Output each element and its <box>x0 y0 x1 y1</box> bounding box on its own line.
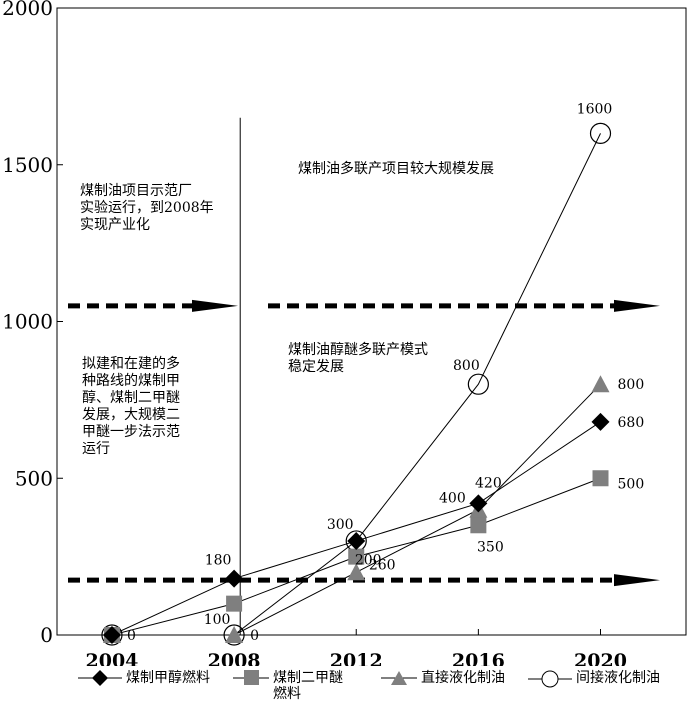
square-point <box>470 517 487 534</box>
legend-item-indirect: 间接液化制油 <box>528 670 660 688</box>
data-label: 300 <box>327 517 354 533</box>
x-tick-label: 2012 <box>330 650 383 666</box>
legend-label-dme: 煤制二甲醚燃料 <box>273 670 343 702</box>
diamond-point <box>469 494 488 513</box>
legend-item-direct: 直接液化制油 <box>381 670 505 686</box>
square-point <box>348 548 365 565</box>
legend-circle-icon <box>528 670 572 688</box>
circle-point <box>101 624 123 646</box>
annotation-large-scale: 煤制油多联产项目较大规模发展 <box>298 161 494 177</box>
annotation-pilot: 煤制油项目示范厂 实验运行，到2008年 实现产业化 <box>80 183 214 233</box>
data-label: 420 <box>475 475 502 491</box>
data-label: 260 <box>369 557 396 573</box>
annotation-stable: 煤制油醇醚多联产模式 稳定发展 <box>288 342 428 375</box>
diamond-point <box>347 531 366 550</box>
data-label: 800 <box>618 377 645 393</box>
triangle-point <box>225 626 244 643</box>
circle-point <box>467 373 489 395</box>
legend-item-methanol: 煤制甲醇燃料 <box>78 670 210 686</box>
square-point <box>226 595 243 612</box>
data-label: 1600 <box>577 101 613 117</box>
legend-label-direct: 直接液化制油 <box>421 670 505 686</box>
legend-label-methanol: 煤制甲醇燃料 <box>126 670 210 686</box>
diamond-point <box>102 626 121 644</box>
legend-triangle-icon <box>381 671 417 685</box>
legend-item-dme: 煤制二甲醚燃料 <box>233 670 343 702</box>
data-label: 800 <box>453 358 480 374</box>
data-label: 0 <box>250 628 259 644</box>
data-label: 200 <box>355 552 382 568</box>
chart-legend: 煤制甲醇燃料 煤制二甲醚燃料 直接液化制油 间接液化制油 <box>0 666 700 706</box>
legend-label-indirect: 间接液化制油 <box>576 670 660 686</box>
y-tick-label: 2000 <box>2 0 53 20</box>
data-label: 500 <box>618 476 645 492</box>
data-label: 680 <box>618 415 645 431</box>
arrow-lower-head <box>614 574 660 587</box>
triangle-point <box>591 375 610 393</box>
y-tick-label: 500 <box>15 466 53 490</box>
series-line-3 <box>111 383 601 636</box>
series-line-1 <box>111 421 601 636</box>
data-label: 180 <box>205 553 232 569</box>
y-tick-label: 1500 <box>2 153 53 177</box>
data-label: 350 <box>477 539 504 555</box>
data-label: 0 <box>127 628 136 644</box>
x-tick-label: 2020 <box>574 650 627 666</box>
circle-point <box>589 122 612 144</box>
data-label: 100 <box>204 612 231 628</box>
x-tick-label: 2004 <box>86 650 139 666</box>
legend-diamond-icon <box>78 670 122 686</box>
triangle-point <box>347 563 366 581</box>
y-tick-label: 1000 <box>2 310 53 334</box>
square-point <box>592 470 609 487</box>
y-tick-label: 0 <box>40 623 53 647</box>
arrow-upper-right-head <box>614 299 660 312</box>
x-tick-label: 2008 <box>208 650 261 666</box>
legend-square-icon <box>233 670 269 685</box>
arrow-upper-left-head <box>192 299 238 312</box>
diamond-point <box>225 569 244 588</box>
diamond-point <box>591 412 610 431</box>
x-tick-label: 2016 <box>452 650 505 666</box>
annotation-multi-route: 拟建和在建的多 种路线的煤制甲 醇、煤制二甲醚 发展，大规模二 甲醚一步法示范 … <box>82 356 180 457</box>
data-label: 400 <box>439 491 466 507</box>
circle-point <box>223 624 245 646</box>
